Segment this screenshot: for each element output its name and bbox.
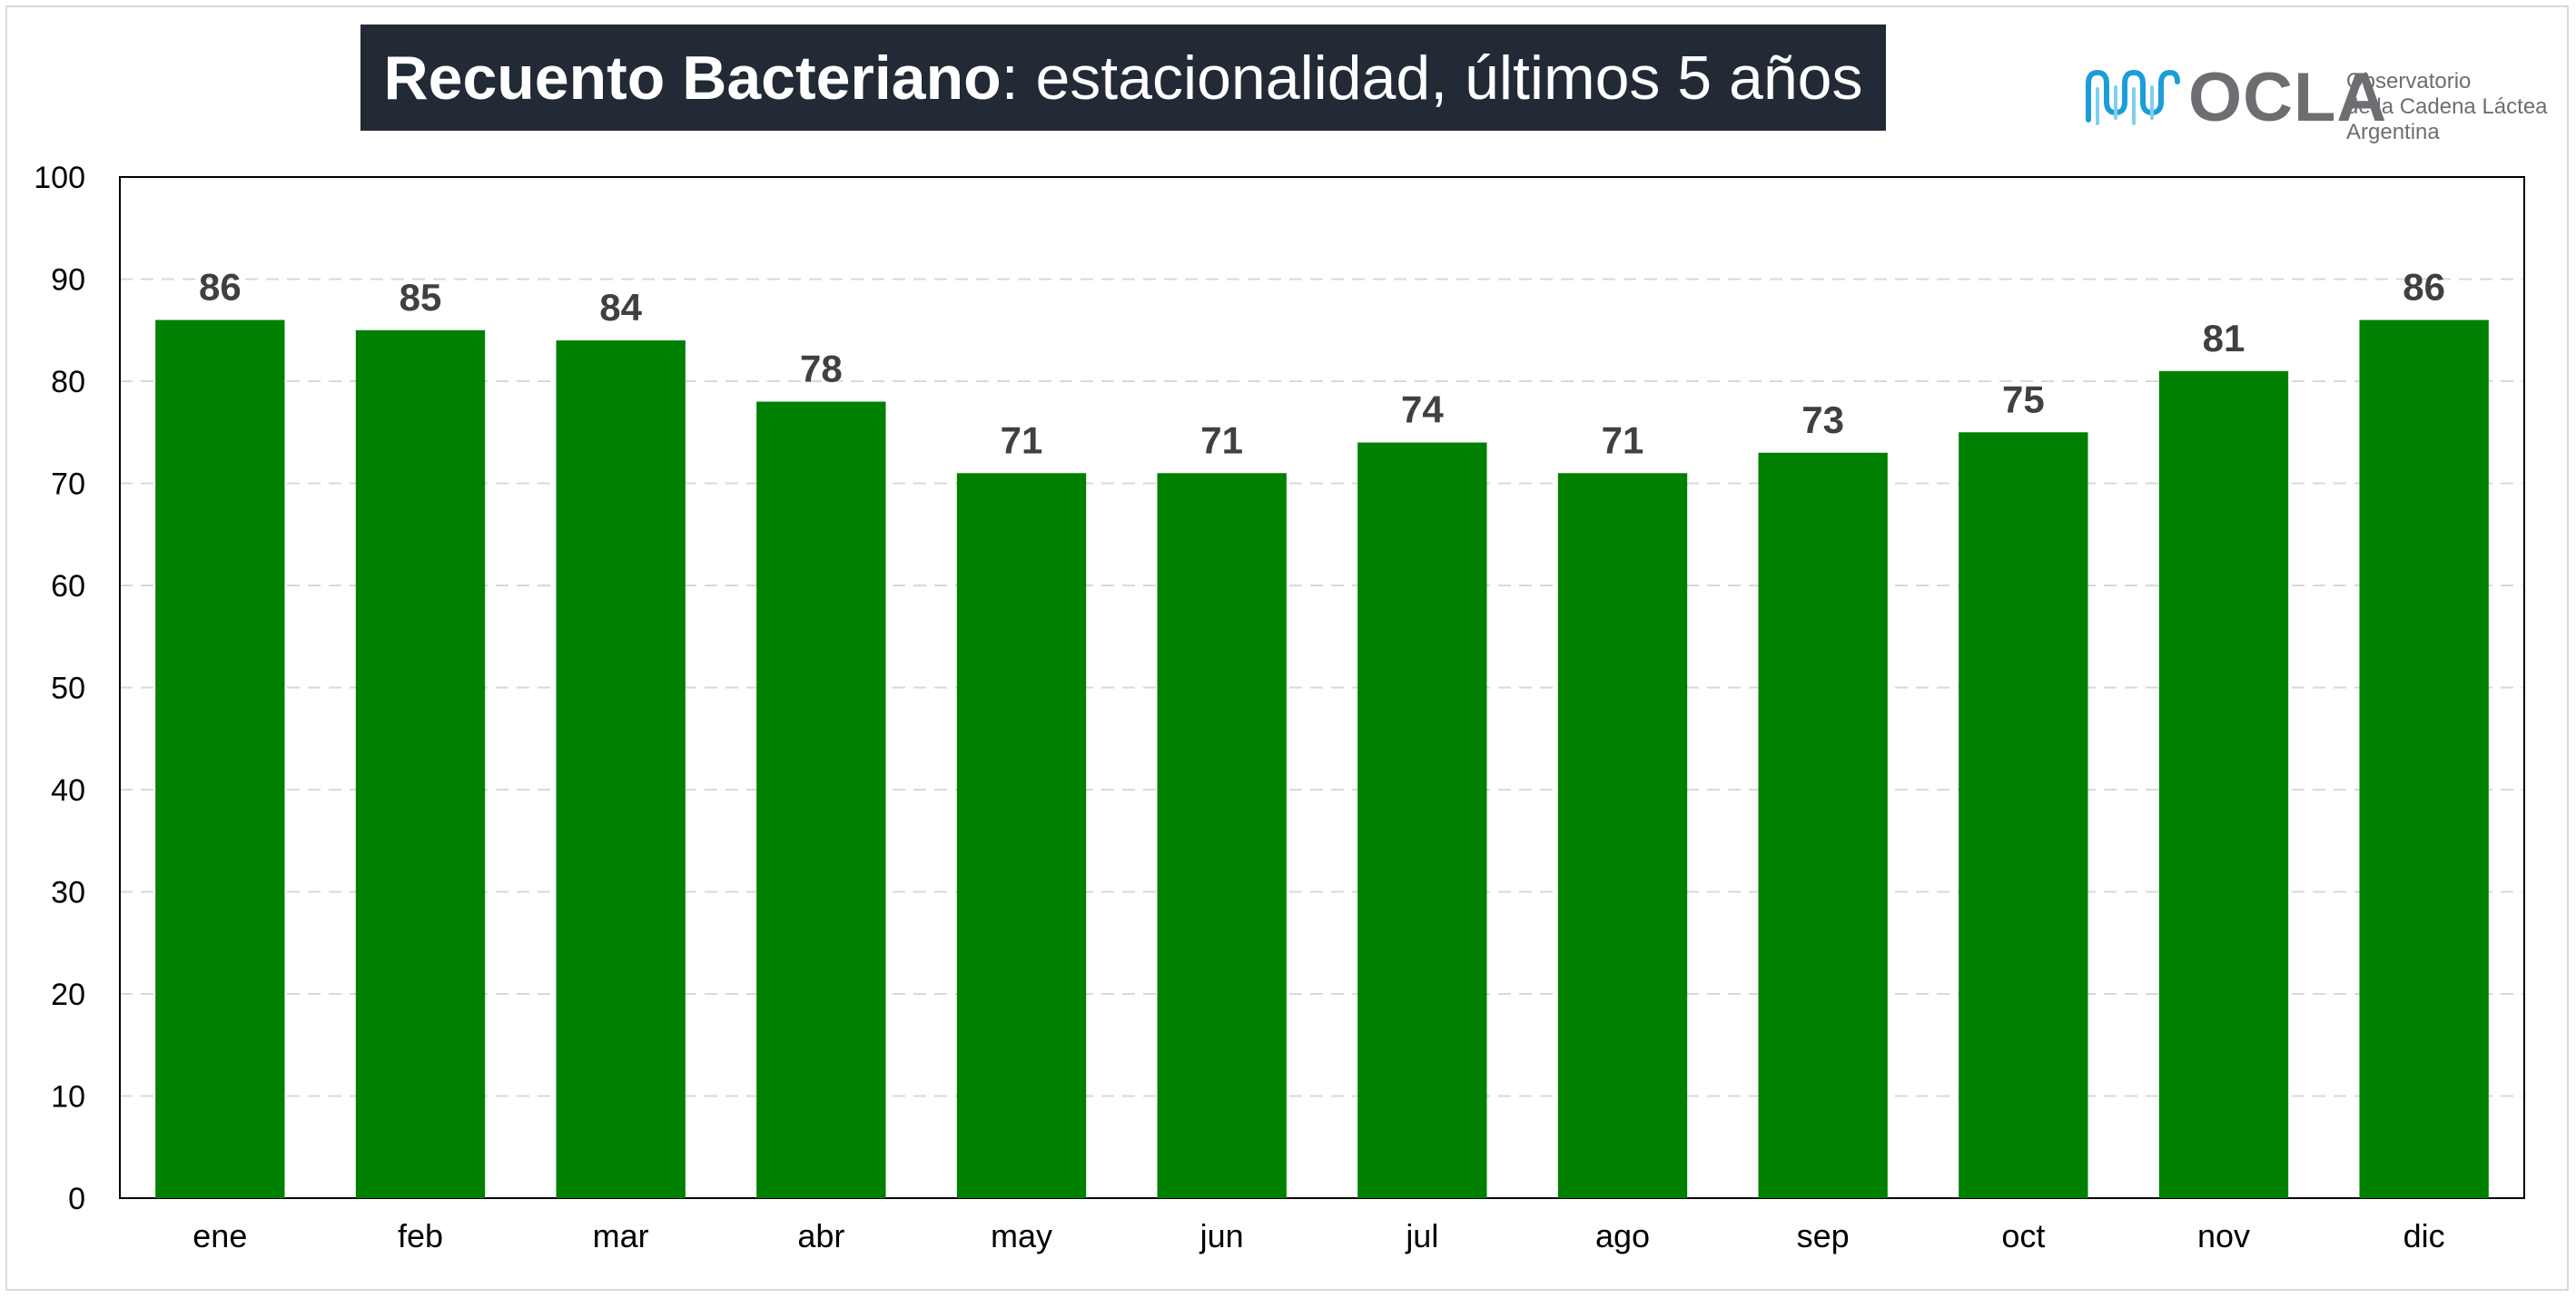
- x-tick-label: dic: [2403, 1217, 2445, 1254]
- bar: [1357, 442, 1487, 1198]
- y-tick-label: 0: [68, 1182, 85, 1216]
- data-label: 71: [1602, 418, 1644, 461]
- bar: [155, 320, 285, 1198]
- y-tick-label: 40: [51, 773, 85, 808]
- logo-subtitle: Observatorio de la Cadena Láctea Argenti…: [2346, 69, 2548, 145]
- x-tick-label: ago: [1595, 1217, 1650, 1254]
- chart-title: Recuento Bacteriano: estacionalidad, últ…: [360, 25, 1886, 131]
- bar: [355, 329, 486, 1198]
- x-tick-label: jul: [1405, 1217, 1438, 1254]
- x-tick-label: oct: [2001, 1217, 2045, 1254]
- milk-wave-icon: [2086, 69, 2180, 125]
- bar: [756, 401, 886, 1198]
- data-label: 84: [599, 286, 642, 329]
- x-tick-label: jun: [1199, 1217, 1244, 1254]
- y-tick-label: 60: [51, 569, 85, 604]
- plot-area: [119, 176, 2525, 1199]
- data-label: 73: [1801, 398, 1844, 441]
- chart-title-bold: Recuento Bacteriano: [383, 43, 1002, 113]
- logo-line-2: de la Cadena Láctea: [2346, 94, 2548, 119]
- x-tick-label: ene: [192, 1217, 247, 1254]
- y-tick-label: 80: [51, 365, 85, 399]
- x-tick-label: feb: [398, 1217, 443, 1254]
- data-label: 71: [1200, 418, 1243, 461]
- y-tick-label: 70: [51, 467, 85, 502]
- logo-line-1: Observatorio: [2346, 69, 2472, 93]
- data-label: 71: [1001, 418, 1043, 461]
- y-tick-label: 50: [51, 672, 85, 706]
- logo-wordmark: OCLA: [2188, 59, 2388, 136]
- data-label: 86: [199, 266, 242, 309]
- bar: [556, 340, 686, 1198]
- data-label: 81: [2203, 317, 2245, 359]
- chart-title-rest: : estacionalidad, últimos 5 años: [1001, 43, 1863, 113]
- x-tick-label: sep: [1797, 1217, 1850, 1254]
- bar: [1959, 432, 2088, 1198]
- data-label: 75: [2002, 378, 2045, 420]
- chart-title-text: Recuento Bacteriano: estacionalidad, últ…: [384, 43, 1863, 113]
- data-label: 78: [800, 348, 843, 390]
- x-tick-label: nov: [2197, 1217, 2250, 1254]
- x-tick-label: mar: [593, 1217, 649, 1254]
- bar: [1557, 473, 1688, 1198]
- y-tick-label: 10: [51, 1080, 85, 1115]
- y-tick-label: 90: [51, 263, 85, 298]
- bar: [1157, 473, 1287, 1198]
- x-tick-label: may: [991, 1217, 1052, 1254]
- y-tick-label: 100: [34, 161, 85, 195]
- data-label: 74: [1401, 388, 1444, 431]
- x-tick-label: abr: [797, 1217, 844, 1254]
- logo-line-3: Argentina: [2346, 120, 2440, 144]
- y-tick-label: 30: [51, 876, 85, 910]
- ocla-logo: OCLA Observatorio de la Cadena Láctea Ar…: [2083, 64, 2564, 154]
- y-tick-label: 20: [51, 978, 85, 1012]
- bar: [2359, 320, 2489, 1198]
- bar: [1758, 452, 1888, 1198]
- bar: [2158, 370, 2289, 1198]
- bar: [956, 473, 1087, 1198]
- data-label: 85: [400, 276, 442, 319]
- data-label: 86: [2403, 266, 2445, 309]
